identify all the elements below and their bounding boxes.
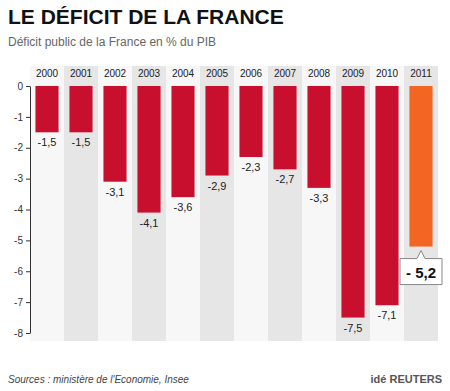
y-tick-label: -7 <box>14 297 23 308</box>
data-label: -7,5 <box>344 322 363 334</box>
x-tick: 2004 <box>172 68 195 80</box>
y-tick-label: -5 <box>14 235 23 246</box>
y-tick-mark <box>26 240 30 241</box>
y-tick-label: -6 <box>14 266 23 277</box>
y-tick-mark <box>26 179 30 180</box>
y-tick-mark <box>26 148 30 149</box>
data-label: -4,1 <box>140 217 159 229</box>
y-tick: -5 <box>14 235 30 246</box>
column-band <box>166 66 200 341</box>
column-bands <box>30 66 404 341</box>
bar <box>137 86 160 213</box>
y-tick-mark <box>26 271 30 272</box>
x-tick: 2006 <box>240 68 263 80</box>
x-tick: 2001 <box>70 68 93 80</box>
x-tick-label: 2006 <box>240 68 263 79</box>
x-tick-label: 2011 <box>410 68 432 79</box>
y-tick-label: -8 <box>14 328 23 339</box>
bar <box>171 86 194 197</box>
column-band <box>234 66 268 341</box>
x-tick-label: 2007 <box>274 68 297 79</box>
y-tick: -1 <box>14 112 30 123</box>
y-tick-label: -3 <box>14 173 23 184</box>
x-tick: 2007 <box>274 68 297 80</box>
y-axis: 0 -1 -2 -3 -4 -5 -6 -7 -8 <box>14 81 30 339</box>
y-tick: -7 <box>14 297 30 308</box>
x-tick: 2005 <box>206 68 229 80</box>
data-label: -1,5 <box>72 136 91 148</box>
column-band <box>98 66 132 341</box>
x-tick-label: 2000 <box>36 68 59 79</box>
title: LE DÉFICIT DE LA FRANCE <box>8 5 284 28</box>
background <box>0 0 450 391</box>
y-tick-label: -2 <box>14 142 23 153</box>
plot-background <box>30 66 438 341</box>
x-tick-label: 2010 <box>376 68 399 79</box>
y-tick: -3 <box>14 173 30 184</box>
bar <box>273 86 296 169</box>
data-label: -1,5 <box>38 136 57 148</box>
bar <box>375 86 398 305</box>
x-tick: 2000 <box>36 68 59 80</box>
bars <box>35 86 432 318</box>
data-label: -2,9 <box>208 180 227 192</box>
x-tick-label: 2008 <box>308 68 331 79</box>
data-label: -2,7 <box>276 173 295 185</box>
y-axis-line <box>30 87 31 334</box>
column-band <box>30 66 64 341</box>
callout-box <box>400 251 442 285</box>
y-tick-mark <box>26 210 30 211</box>
x-tick: 2003 <box>138 68 161 80</box>
x-tick: 2002 <box>104 68 127 80</box>
source: Sources : ministère de l'Economie, Insee <box>8 374 189 385</box>
y-tick-label: -1 <box>14 112 23 123</box>
column-band <box>370 66 404 341</box>
x-tick-label: 2001 <box>70 68 93 79</box>
chart: LE DÉFICIT DE LA FRANCE Déficit public de… <box>0 0 450 391</box>
x-tick-label: 2002 <box>104 68 127 79</box>
y-tick-mark <box>26 333 30 334</box>
x-tick-label: 2003 <box>138 68 161 79</box>
y-tick-label: -4 <box>14 204 23 215</box>
y-tick-mark <box>26 302 30 303</box>
x-tick: 2011 <box>410 68 432 80</box>
x-axis: 2000 2001 2002 2003 2004 2005 2006 2007 2008 2009… <box>36 68 432 80</box>
y-tick-label: 0 <box>17 81 23 92</box>
x-tick-label: 2004 <box>172 68 195 79</box>
bar <box>307 86 330 188</box>
data-label: -2,3 <box>242 161 261 173</box>
data-labels: -1,5 -1,5 -3,1 -4,1 -3,6 -2,9 -2,3 -2,7 -3,3 -7,5… <box>38 136 442 333</box>
bar <box>409 86 432 247</box>
bar <box>35 86 58 132</box>
y-tick: -2 <box>14 142 30 153</box>
x-tick-label: 2005 <box>206 68 229 79</box>
data-label: -3,3 <box>310 192 329 204</box>
data-label: - 5,2 <box>406 264 436 281</box>
data-label: -3,6 <box>174 201 193 213</box>
bar <box>341 86 364 318</box>
x-tick: 2010 <box>376 68 399 80</box>
bar <box>239 86 262 157</box>
bar <box>103 86 126 182</box>
x-tick: 2008 <box>308 68 331 80</box>
y-tick-mark <box>26 86 30 87</box>
y-tick: 0 <box>17 81 30 92</box>
column-band <box>302 66 336 341</box>
y-tick: -6 <box>14 266 30 277</box>
y-tick-mark <box>26 117 30 118</box>
x-tick-label: 2009 <box>342 68 365 79</box>
bar <box>69 86 92 132</box>
subtitle: Déficit public de la France en % du PIB <box>8 35 216 49</box>
x-tick: 2009 <box>342 68 365 80</box>
credit: idé REUTERS <box>370 373 442 385</box>
data-label: -3,1 <box>106 186 125 198</box>
y-tick: -4 <box>14 204 30 215</box>
bar <box>205 86 228 176</box>
y-tick: -8 <box>14 328 30 339</box>
data-label: -7,1 <box>378 309 397 321</box>
